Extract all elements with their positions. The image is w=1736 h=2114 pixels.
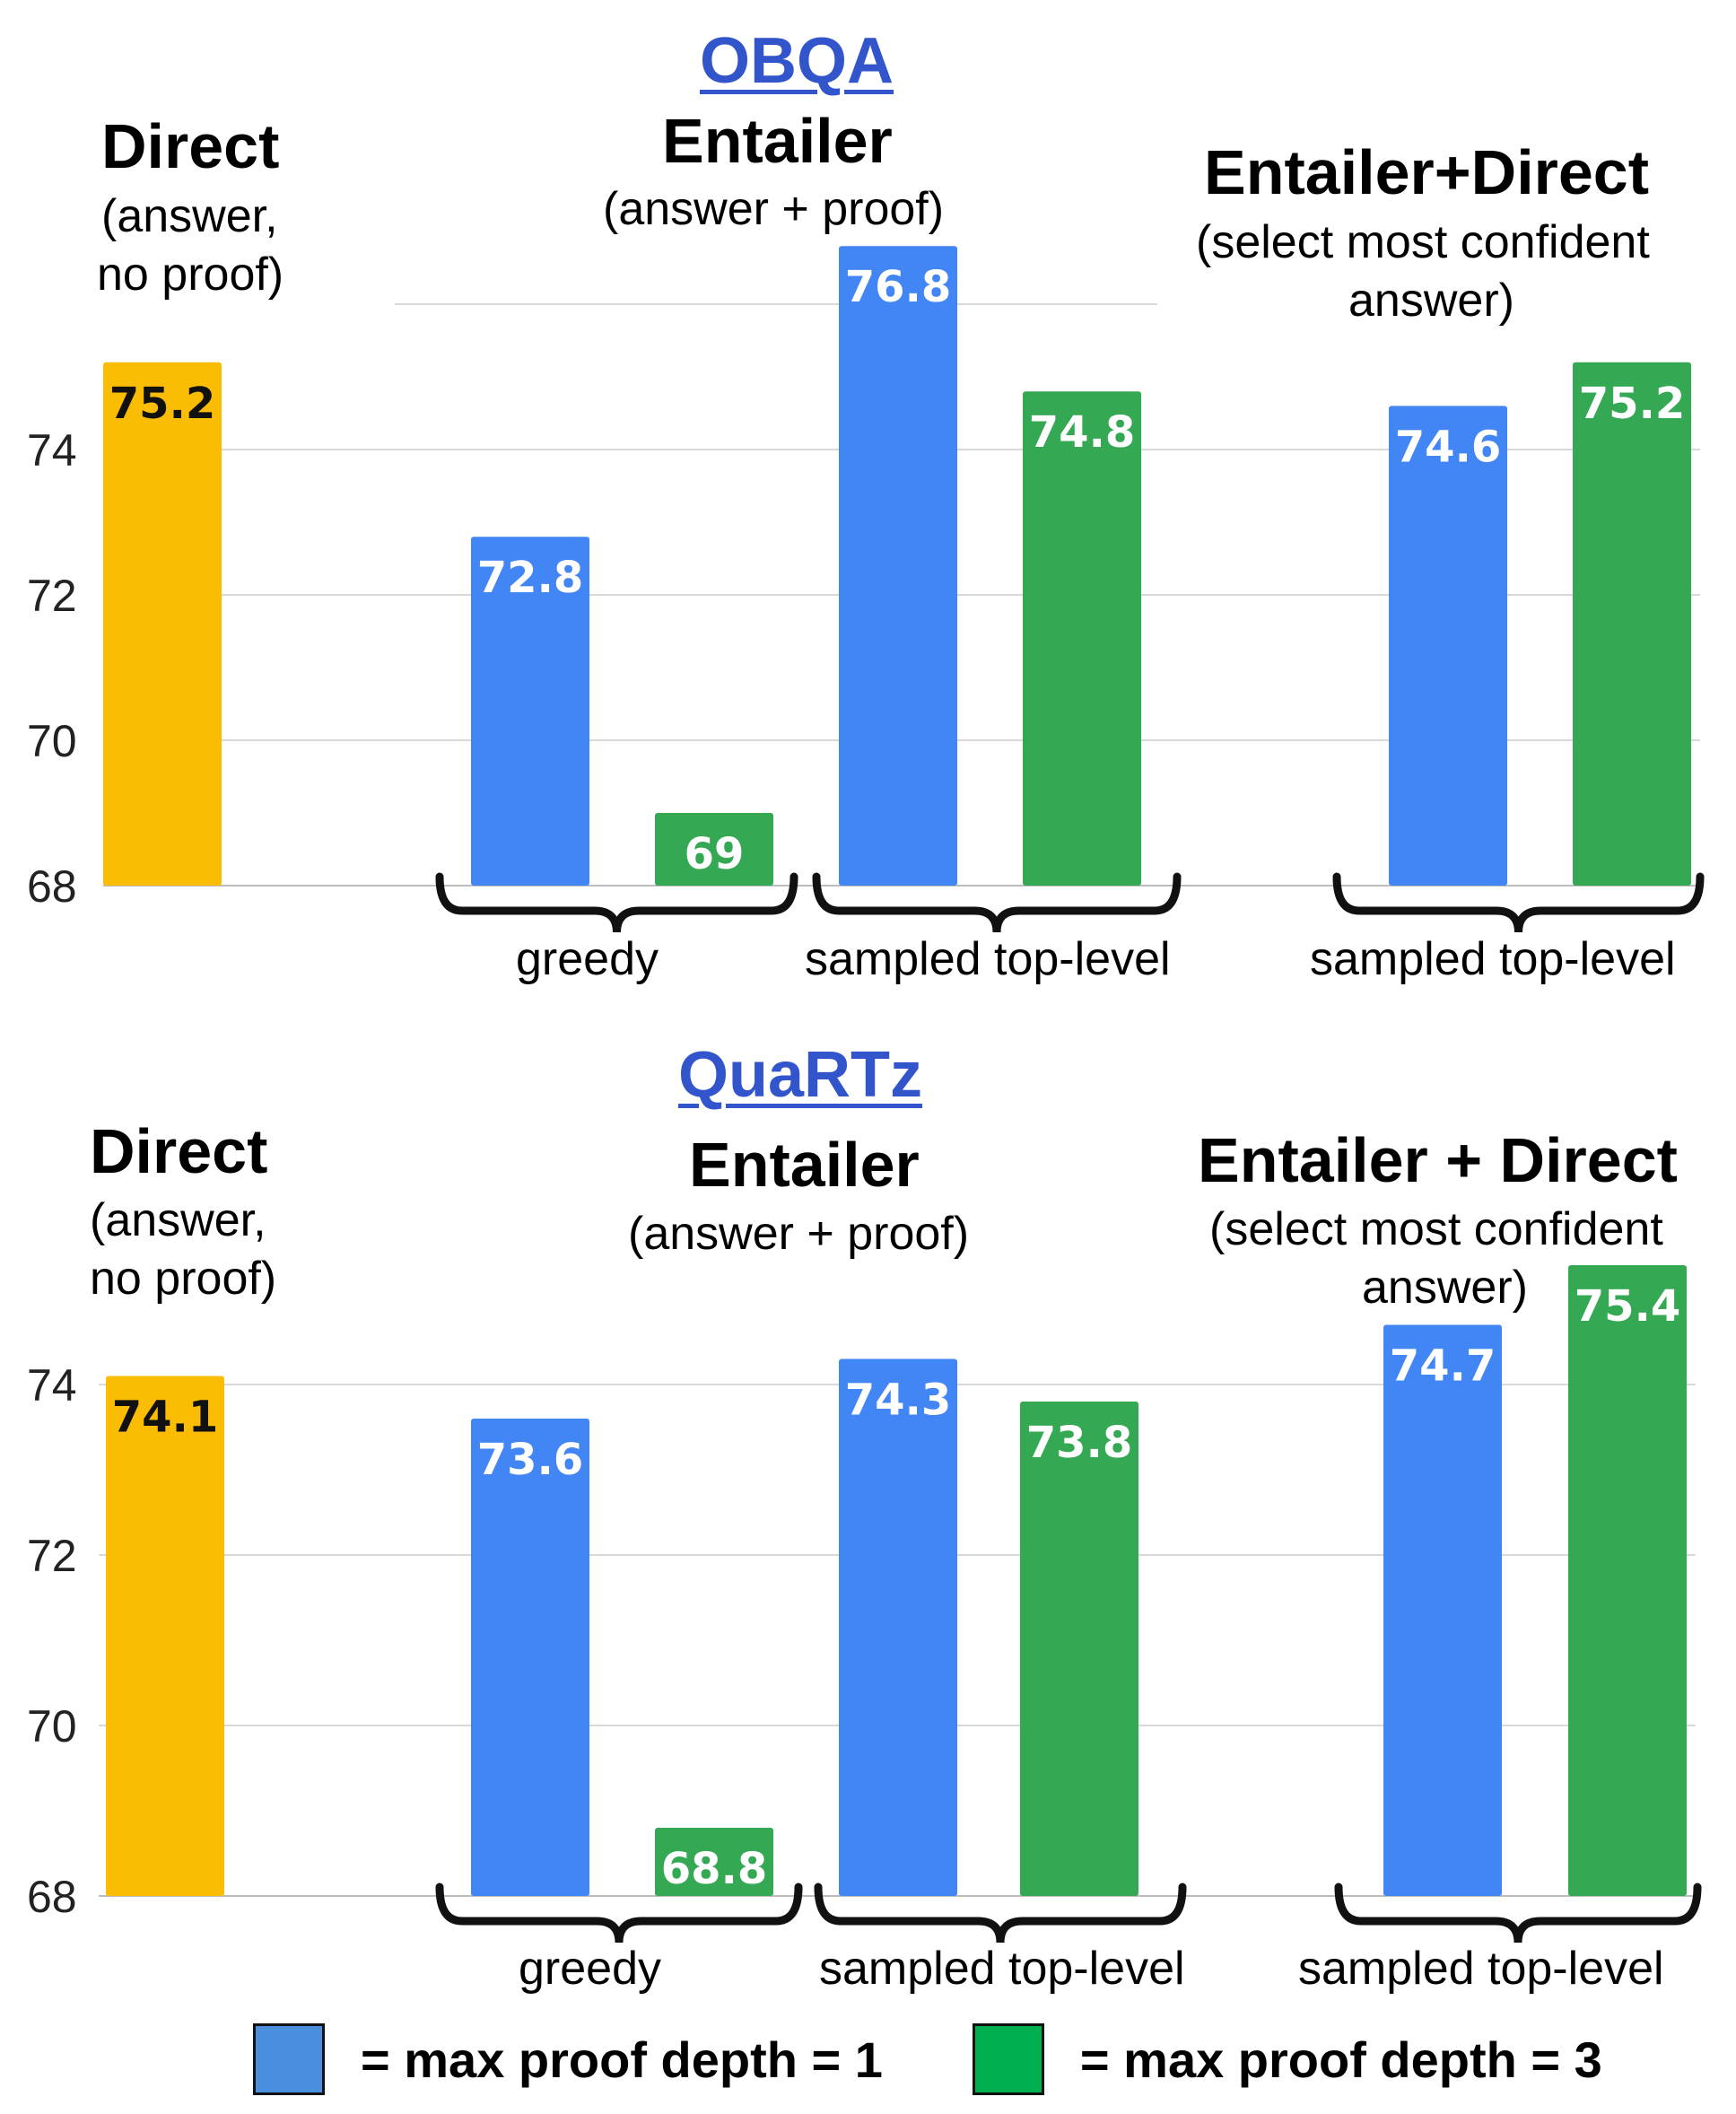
obqa-y-tick-label: 74 [27, 425, 77, 476]
obqa-combo-subtitle-1: (select most confident [1196, 216, 1650, 268]
quartz-direct-subtitle-1: (answer, [90, 1194, 266, 1246]
quartz-y-tick-label: 70 [27, 1701, 77, 1751]
quartz-bar [106, 1376, 224, 1896]
quartz-category-sampled: sampled top-level [819, 1943, 1185, 1995]
quartz-combo-subtitle-1: (select most confident [1209, 1203, 1663, 1255]
quartz-category-greedy: greedy [519, 1943, 661, 1995]
obqa-title[interactable]: OBQA [700, 25, 894, 97]
obqa-y-tick-label: 68 [27, 861, 77, 912]
quartz-direct-title: Direct [90, 1116, 268, 1186]
obqa-entailer-subtitle: (answer + proof) [603, 183, 945, 235]
quartz-plot: 68 70 72 74 74.1 73.6 68.8 74.3 73.8 74.7 75.4 [27, 1265, 1702, 1944]
obqa-entailer-title: Entailer [662, 106, 893, 176]
quartz-data-label: 74.7 [1390, 1341, 1496, 1392]
obqa-bar [1023, 391, 1141, 886]
legend-swatch-depth3 [972, 2023, 1044, 2095]
quartz-combo-title: Entailer + Direct [1198, 1125, 1678, 1195]
obqa-data-label: 75.2 [1579, 379, 1685, 429]
obqa-bar [839, 246, 957, 886]
obqa-data-label: 74.6 [1395, 422, 1501, 472]
quartz-data-label: 68.8 [661, 1844, 767, 1894]
obqa-bar [1389, 406, 1507, 886]
quartz-category-sampled-combo: sampled top-level [1298, 1943, 1664, 1995]
obqa-data-label: 75.2 [109, 379, 215, 429]
quartz-bar [839, 1358, 957, 1896]
obqa-bar [655, 813, 773, 886]
quartz-bar [1020, 1402, 1138, 1896]
obqa-bar [471, 537, 589, 886]
legend: = max proof depth = 1 = max proof depth … [253, 2023, 1602, 2095]
quartz-y-tick-label: 68 [27, 1872, 77, 1922]
quartz-title[interactable]: QuaRTz [678, 1039, 923, 1111]
quartz-bar [1383, 1324, 1502, 1896]
quartz-y-tick-label: 72 [27, 1531, 77, 1581]
quartz-y-tick-label: 74 [27, 1360, 77, 1411]
quartz-bar [1568, 1265, 1687, 1896]
obqa-category-brace [812, 872, 1182, 933]
quartz-bar [655, 1828, 773, 1896]
quartz-data-label: 73.6 [477, 1435, 583, 1485]
quartz-bar [471, 1419, 589, 1896]
obqa-bar [1573, 362, 1691, 886]
obqa-category-brace [1332, 872, 1705, 933]
obqa-direct-subtitle-2: no proof) [97, 249, 284, 301]
quartz-combo-subtitle-2: answer) [1362, 1262, 1528, 1314]
obqa-direct-subtitle-1: (answer, [101, 190, 278, 242]
obqa-category-sampled-combo: sampled top-level [1310, 933, 1676, 985]
quartz-data-label: 73.8 [1026, 1418, 1132, 1468]
quartz-data-label: 74.3 [845, 1376, 951, 1426]
quartz-category-brace [1334, 1883, 1702, 1944]
obqa-category-sampled: sampled top-level [805, 933, 1171, 985]
obqa-combo-title: Entailer+Direct [1204, 137, 1650, 207]
obqa-bar [103, 362, 222, 886]
quartz-data-label: 75.4 [1575, 1281, 1680, 1332]
obqa-category-greedy: greedy [516, 933, 659, 985]
obqa-data-label: 74.8 [1029, 407, 1135, 458]
legend-label-depth1: = max proof depth = 1 [361, 2031, 883, 2088]
quartz-category-brace [814, 1883, 1187, 1944]
obqa-plot: 68 70 72 74 75.2 72.8 69 76.8 74.8 74.6 75.2 [27, 246, 1705, 933]
obqa-direct-title: Direct [101, 111, 280, 181]
obqa-combo-subtitle-2: answer) [1348, 275, 1514, 327]
obqa-y-tick-label: 70 [27, 716, 77, 766]
quartz-entailer-title: Entailer [689, 1130, 920, 1200]
quartz-entailer-subtitle: (answer + proof) [628, 1208, 970, 1260]
quartz-direct-subtitle-2: no proof) [90, 1253, 277, 1305]
obqa-y-tick-label: 72 [27, 571, 77, 621]
obqa-data-label: 69 [685, 829, 745, 879]
quartz-category-brace [435, 1883, 803, 1944]
obqa-data-label: 76.8 [845, 262, 951, 312]
legend-label-depth3: = max proof depth = 3 [1079, 2031, 1602, 2088]
obqa-category-brace [435, 872, 798, 933]
quartz-data-label: 74.1 [112, 1393, 218, 1443]
obqa-data-label: 72.8 [477, 553, 583, 603]
legend-swatch-depth1 [253, 2023, 325, 2095]
